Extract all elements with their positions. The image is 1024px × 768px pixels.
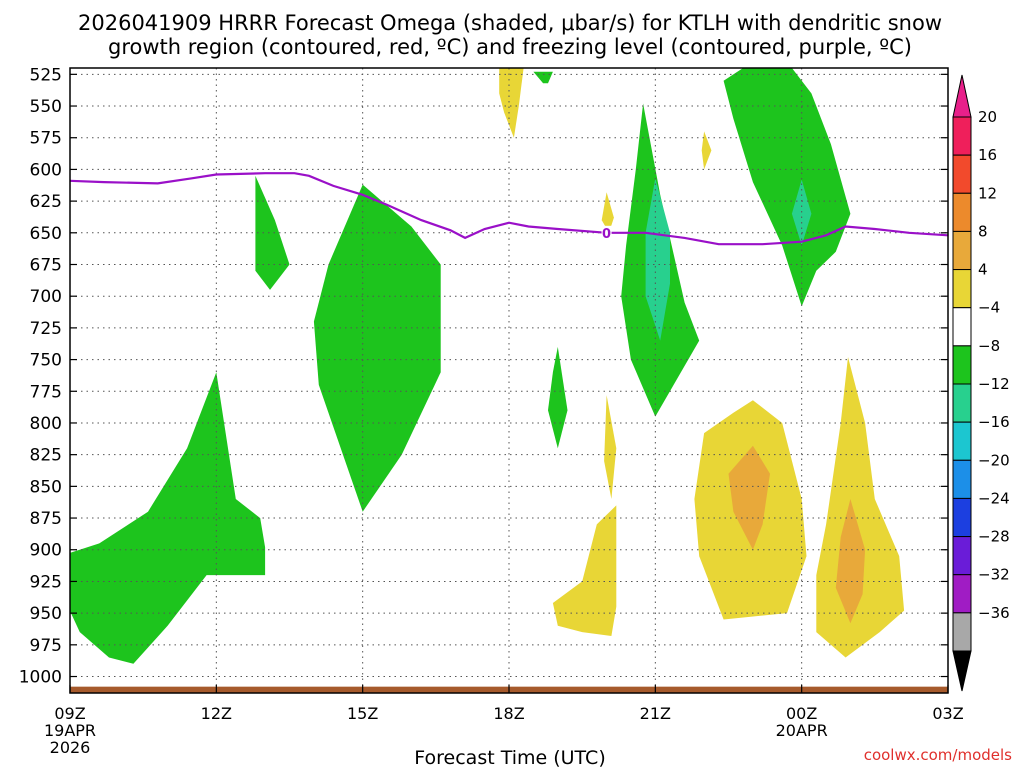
- colorbar-segment-9: [952, 459, 972, 499]
- omega-neg8-region-a: [645, 178, 670, 341]
- colorbar-top-arrow: [952, 74, 972, 118]
- colorbar-label-10: −24: [978, 489, 1010, 507]
- colorbar-label-1: 16: [978, 146, 997, 164]
- y-tick-label-775: 775: [30, 382, 62, 402]
- y-tick-label-950: 950: [30, 604, 62, 624]
- plot-area: 0 525 550 575 600 625 650 675 700 725 750 775 800 82…: [19, 65, 964, 757]
- colorbar-label-11: −28: [978, 528, 1010, 546]
- y-tick-label-900: 900: [30, 541, 62, 561]
- omega-neg4-region-b: [255, 175, 290, 290]
- freezing-level-line: [70, 172, 948, 246]
- colorbar-segment-4: [952, 269, 972, 309]
- colorbar-label-5: −4: [978, 299, 1000, 317]
- colorbar-segment-13: [952, 612, 972, 652]
- x-tick-label-00Z: 00Z: [786, 704, 817, 723]
- colorbar-bottom-arrow: [952, 650, 972, 692]
- y-tick-label-1000: 1000: [19, 668, 62, 688]
- freezing-level-label: 0: [602, 227, 611, 242]
- colorbar-label-8: −16: [978, 413, 1010, 431]
- colorbar-label-7: −12: [978, 375, 1010, 393]
- omega-neg4-region-d: [548, 346, 568, 449]
- y-tick-label-650: 650: [30, 224, 62, 244]
- colorbar-segment-6: [952, 345, 972, 385]
- y-tick-label-975: 975: [30, 636, 62, 656]
- colorbar-label-0: 20: [978, 108, 997, 126]
- chart-title-line2: growth region (contoured, red, ºC) and f…: [108, 35, 912, 59]
- x-tick-label-18Z: 18Z: [493, 704, 524, 723]
- chart-title-line1: 2026041909 HRRR Forecast Omega (shaded, …: [78, 11, 942, 35]
- omega-neg4-region-f: [723, 68, 851, 307]
- colorbar-segment-11: [952, 536, 972, 576]
- y-tick-label-925: 925: [30, 572, 62, 592]
- omega-fills: [70, 68, 905, 664]
- y-tick-label-600: 600: [30, 160, 62, 180]
- omega-neg8-region-b: [791, 179, 812, 246]
- colorbar-label-2: 12: [978, 184, 997, 202]
- x-tick-label-03Z: 03Z: [932, 704, 963, 723]
- x-tick-label-21Z: 21Z: [640, 704, 671, 723]
- colorbar-segment-12: [952, 574, 972, 614]
- colorbar-segment-1: [952, 154, 972, 194]
- y-tick-label-525: 525: [30, 65, 62, 85]
- x-tick-label-09Z: 09Z: [54, 704, 85, 723]
- y-tick-label-800: 800: [30, 414, 62, 434]
- freezing-level-layer: 0: [70, 172, 948, 246]
- colorbar-segment-0: [952, 116, 972, 156]
- colorbar-segment-7: [952, 383, 972, 423]
- colorbar-label-3: 8: [978, 222, 988, 240]
- y-tick-label-575: 575: [30, 129, 62, 149]
- colorbar-label-12: −32: [978, 566, 1010, 584]
- credit-text: coolwx.com/models: [864, 746, 1012, 764]
- y-tick-label-875: 875: [30, 509, 62, 529]
- y-tick-label-625: 625: [30, 192, 62, 212]
- y-axis: 525 550 575 600 625 650 675 700 725 750 775 800 825 8…: [19, 65, 948, 688]
- y-tick-label-725: 725: [30, 319, 62, 339]
- omega-pos4-region-d: [601, 192, 614, 233]
- colorbar-label-6: −8: [978, 337, 1000, 355]
- colorbar-label-9: −20: [978, 451, 1010, 469]
- freezing-level-label-bg: [601, 225, 612, 240]
- colorbar-segment-5: [952, 307, 972, 347]
- y-tick-label-700: 700: [30, 287, 62, 307]
- y-tick-label-825: 825: [30, 446, 62, 466]
- omega-pos4-region-a: [499, 68, 524, 138]
- y-tick-label-675: 675: [30, 256, 62, 276]
- x-tick-sublabel-00Z: 20APR: [776, 721, 828, 740]
- colorbar-segment-8: [952, 421, 972, 461]
- y-tick-label-850: 850: [30, 477, 62, 497]
- x-tick-label-15Z: 15Z: [347, 704, 378, 723]
- x-tick-year-09Z: 2026: [50, 738, 91, 757]
- omega-pos8-region-a: [728, 445, 770, 550]
- omega-neg4-region-a: [70, 372, 266, 664]
- y-tick-label-750: 750: [30, 351, 62, 371]
- colorbar-label-4: 4: [978, 261, 988, 279]
- x-axis-label: Forecast Time (UTC): [414, 747, 605, 768]
- colorbar: 20 16 12 8 4 −4 −8 −12 −16 −20 −24 −28 −32 −36: [952, 74, 1010, 692]
- colorbar-label-13: −36: [978, 604, 1010, 622]
- x-tick-label-12Z: 12Z: [201, 704, 232, 723]
- colorbar-segment-3: [952, 230, 972, 271]
- gridlines: [70, 68, 948, 693]
- omega-pos8-region-b: [835, 499, 866, 624]
- colorbar-segment-10: [952, 497, 972, 538]
- omega-pos4-region-c: [604, 395, 617, 499]
- y-tick-label-550: 550: [30, 97, 62, 117]
- x-tick-sublabel-09Z: 19APR: [44, 721, 96, 740]
- omega-neg4-region-c: [313, 184, 441, 512]
- colorbar-segment-2: [952, 192, 972, 232]
- omega-pos4-region-b: [552, 505, 617, 636]
- omega-pos4-region-e: [701, 131, 712, 170]
